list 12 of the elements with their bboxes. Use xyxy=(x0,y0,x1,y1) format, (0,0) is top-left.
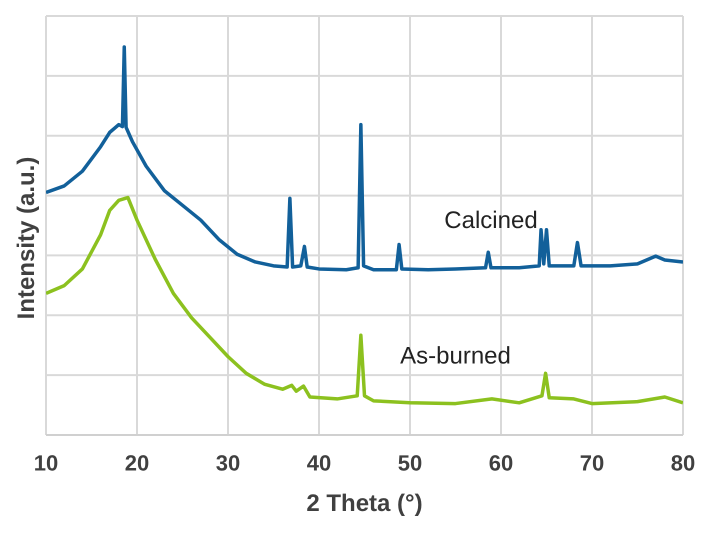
x-tick-label: 20 xyxy=(124,450,150,476)
x-tick-label: 60 xyxy=(488,450,514,476)
x-tick-label: 40 xyxy=(306,450,332,476)
x-tick-label: 50 xyxy=(398,450,422,476)
y-axis-title: Intensity (a.u.) xyxy=(13,156,40,320)
x-axis-title: 2 Theta (°) xyxy=(306,490,423,517)
x-tick-label: 30 xyxy=(216,450,240,476)
series-label: As-burned xyxy=(400,342,511,370)
x-tick-label: 80 xyxy=(670,450,696,476)
series-label: Calcined xyxy=(444,206,538,234)
x-tick-label: 70 xyxy=(580,450,604,476)
x-tick-label: 10 xyxy=(34,450,58,476)
